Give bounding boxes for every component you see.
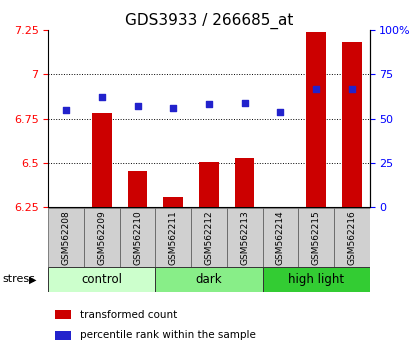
Text: control: control	[81, 273, 122, 286]
Text: percentile rank within the sample: percentile rank within the sample	[81, 330, 256, 340]
Bar	[262, 267, 370, 292]
Bar	[84, 208, 120, 267]
Point	[206, 102, 212, 107]
Title: GDS3933 / 266685_at: GDS3933 / 266685_at	[125, 12, 293, 29]
Bar	[48, 267, 155, 292]
Point	[170, 105, 177, 111]
Text: GSM562211: GSM562211	[169, 210, 178, 265]
Bar	[128, 171, 147, 207]
Point	[349, 86, 355, 91]
Bar	[55, 310, 71, 319]
Bar	[235, 158, 255, 207]
Text: GSM562215: GSM562215	[312, 210, 320, 265]
Text: GSM562216: GSM562216	[347, 210, 356, 265]
Point	[63, 107, 70, 113]
Text: dark: dark	[196, 273, 222, 286]
Text: GSM562208: GSM562208	[62, 210, 71, 265]
Bar	[334, 208, 370, 267]
Text: stress: stress	[2, 274, 35, 284]
Point	[277, 109, 284, 114]
Bar	[92, 113, 112, 207]
Bar	[298, 208, 334, 267]
Point	[312, 86, 319, 91]
Bar	[155, 267, 262, 292]
Bar	[120, 208, 155, 267]
Text: high light: high light	[288, 273, 344, 286]
Point	[241, 100, 248, 105]
Bar	[155, 208, 191, 267]
Bar	[199, 162, 219, 207]
Bar	[191, 208, 227, 267]
Bar	[342, 42, 362, 207]
Text: GSM562213: GSM562213	[240, 210, 249, 265]
Text: ▶: ▶	[29, 274, 36, 284]
Text: GSM562209: GSM562209	[97, 210, 106, 265]
Bar	[163, 198, 183, 207]
Point	[134, 103, 141, 109]
Text: GSM562212: GSM562212	[205, 210, 213, 265]
Bar	[48, 208, 84, 267]
Bar	[262, 208, 298, 267]
Point	[98, 95, 105, 100]
Bar	[306, 32, 326, 207]
Text: GSM562214: GSM562214	[276, 210, 285, 265]
Bar	[227, 208, 262, 267]
Bar	[55, 331, 71, 340]
Text: transformed count: transformed count	[81, 309, 178, 320]
Text: GSM562210: GSM562210	[133, 210, 142, 265]
